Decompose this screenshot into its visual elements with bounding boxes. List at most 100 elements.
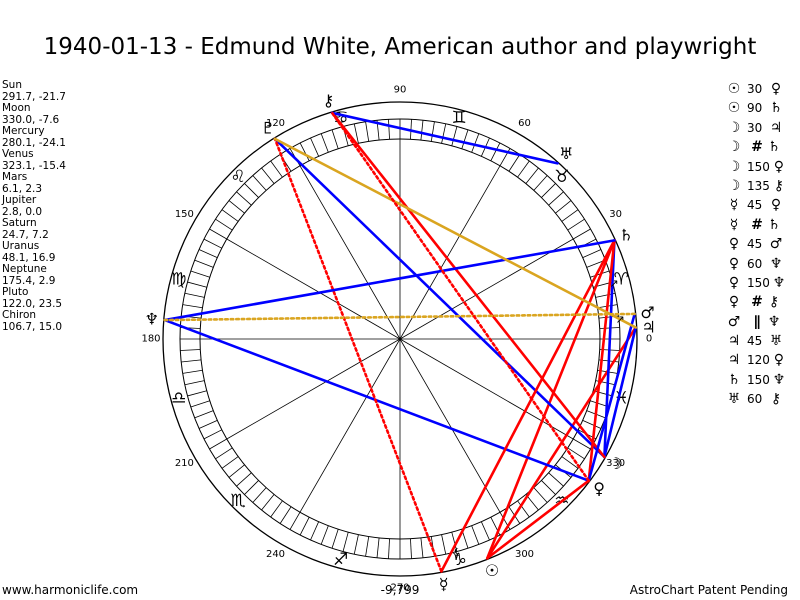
sun-icon: ☉ [485,561,499,580]
moon-icon: ☽ [608,454,622,473]
aspect-body-1: ☽ [727,177,741,194]
degree-tick [252,175,267,191]
degree-tick [182,304,203,309]
degree-tick [541,480,556,495]
degree-label: 60 [518,118,531,129]
degree-tick [548,191,564,206]
degree-tick [215,447,233,460]
pluto-icon: ♇ [261,118,275,137]
aspect-degrees: 150 [747,159,770,174]
aspect-line [330,111,559,165]
aspect-body-1: ☽ [727,158,741,175]
degree-tick [376,537,380,558]
aspect-degrees: 60 [747,256,763,271]
chart-title: 1940-01-13 - Edmund White, American auth… [43,34,757,60]
house-spoke [226,338,401,440]
degree-tick [480,521,490,541]
planet-value-jupiter: 2.8, 0.0 [2,205,43,218]
degree-tick [187,281,207,288]
degree-tick [451,126,458,146]
degree-tick [203,429,222,440]
aspect-row: ☿ 45 ♀ [727,196,799,215]
aspect-body-1: ♃ [727,333,741,350]
website-link[interactable]: www.harmoniclife.com [2,583,139,597]
aspect-body-2: ♀ [773,352,785,369]
degree-tick [221,456,239,469]
saturn-icon: ♄ [619,225,633,244]
aspect-degrees: 45 [747,334,763,349]
planet-name-neptune: Neptune [2,263,47,275]
degree-tick [410,538,412,559]
degree-tick [573,438,591,450]
aspect-list: ☉ 30 ♀ ☉ 90 ♄ ☽ 30 ♃ ☽ # ♄ ☽ 150 ♀ ☽ 135 ⚷ ☿ 45 ♀ ☿ # ♄ ♀ 45 ♂ ♀ 60 ♆… [727,80,799,410]
degree-tick [270,160,283,178]
house-spoke [299,165,401,340]
degree-tick [541,183,556,198]
degree-tick [561,456,579,469]
degree-tick [194,410,214,419]
house-spoke [299,338,401,513]
planet-position-list: Sun 291.7, -21.7 Moon 330.0, -7.6 Mercur… [2,79,132,333]
degree-tick [533,487,548,503]
aspect-body-1: ♀ [728,255,740,272]
aspect-row: ☿ # ♄ [727,216,799,235]
degree-tick [441,123,447,144]
aspect-row: ♀ 60 ♆ [727,255,799,274]
libra-icon: ♎ [171,388,186,408]
aspect-row: ♄ 150 ♆ [727,371,799,390]
degree-tick [533,175,548,191]
aspect-line [163,239,616,322]
aspect-body-1: ☿ [729,216,739,233]
degree-tick [342,532,349,552]
aspect-body-1: ☽ [727,139,741,156]
degree-label: 300 [515,549,534,560]
degree-tick [353,534,359,555]
aspect-row: ☉ 30 ♀ [727,80,799,99]
degree-tick [365,536,370,557]
degree-tick [244,480,259,495]
degree-label: 150 [175,209,194,220]
degree-tick [310,521,320,541]
degree-tick [244,183,259,198]
aspect-body-1: ☽ [727,119,741,136]
aspect-degrees: 120 [747,353,770,368]
degree-tick [184,380,205,386]
degree-label: 90 [394,85,407,96]
degree-tick [209,438,227,450]
degree-tick [353,123,359,144]
degree-label: 330 [606,458,625,469]
aspect-degrees: 30 [747,120,763,135]
degree-tick [236,191,252,206]
degree-tick [573,228,591,240]
degree-tick [198,419,218,429]
degree-label: 270 [390,583,409,594]
sagittarius-icon: ♐ [333,550,348,570]
center-value-label: -9,799 [381,583,420,597]
aspect-body-2: ♂ [769,236,783,253]
degree-tick [517,160,530,178]
degree-tick [270,500,283,518]
aspect-body-2: ♀ [770,81,782,97]
aspect-line [587,312,636,482]
degree-tick [508,154,521,172]
degree-tick [471,133,480,153]
degree-tick [582,419,602,429]
outer-ring [162,101,638,577]
degree-tick [561,209,579,222]
degree-tick [261,167,275,184]
planet-value-uranus: 48.1, 16.9 [2,251,56,264]
aspect-body-1: ☉ [727,100,741,117]
planet-name-uranus: Uranus [2,240,40,252]
aspect-degrees: 150 [747,275,770,290]
aspect-body-2: ⚷ [768,294,780,311]
degree-tick [198,249,218,259]
degree-tick [228,464,245,478]
aspect-line [603,326,638,459]
aspect-body-2: ♅ [769,333,783,350]
degree-tick [180,349,201,351]
aspect-row: ☽ 135 ⚷ [727,177,799,196]
planet-value-venus: 323.1, -15.4 [2,159,66,172]
planet-name-moon: Moon [2,102,31,114]
ascendant-icon: ↗ [616,313,625,326]
